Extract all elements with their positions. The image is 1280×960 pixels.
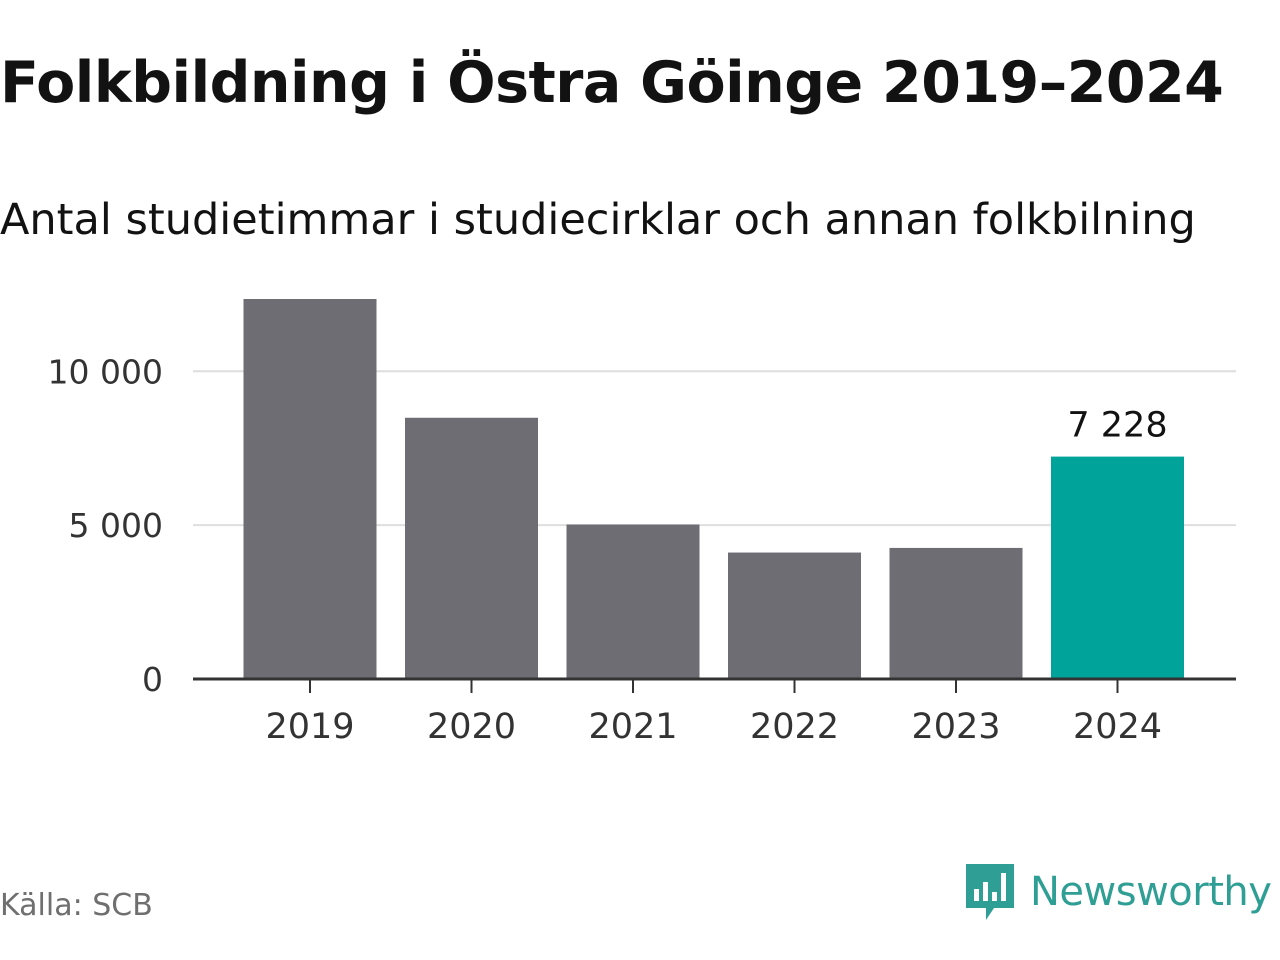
bar-2022: [728, 552, 861, 679]
x-tick-label: 2021: [588, 707, 677, 747]
bar-2020: [405, 417, 538, 679]
bar-2021: [566, 524, 700, 679]
x-tick-label: 2023: [911, 707, 1000, 747]
y-tick-label: 0: [142, 660, 163, 699]
bar-2019: [243, 299, 377, 679]
chart-subtitle: Antal studietimmar i studiecirklar och a…: [0, 195, 1196, 245]
chart-title: Folkbildning i Östra Göinge 2019–2024: [0, 50, 1224, 116]
y-tick-labels: 0 5 000 10 000: [48, 352, 163, 699]
bar-2024: [1051, 456, 1184, 679]
x-tick-label: 2022: [750, 707, 839, 747]
data-label: 7 228: [1067, 406, 1167, 446]
source-note: Källa: SCB: [0, 888, 153, 923]
data-labels: 7 228: [1067, 406, 1167, 446]
x-tick-label: 2024: [1073, 707, 1162, 747]
x-axis: 2019 2020 2021 2022 2023 2024: [193, 677, 1236, 747]
x-tick-label: 2019: [265, 707, 354, 747]
y-tick-label: 5 000: [69, 506, 163, 545]
brand-logo: Newsworthy: [964, 862, 1272, 922]
bar-2023: [889, 547, 1023, 679]
newsworthy-logo-icon: [966, 864, 1014, 920]
brand-name: Newsworthy: [1030, 869, 1272, 915]
x-tick-label: 2020: [427, 707, 516, 747]
y-tick-label: 10 000: [48, 352, 163, 391]
bars: [243, 299, 1184, 679]
